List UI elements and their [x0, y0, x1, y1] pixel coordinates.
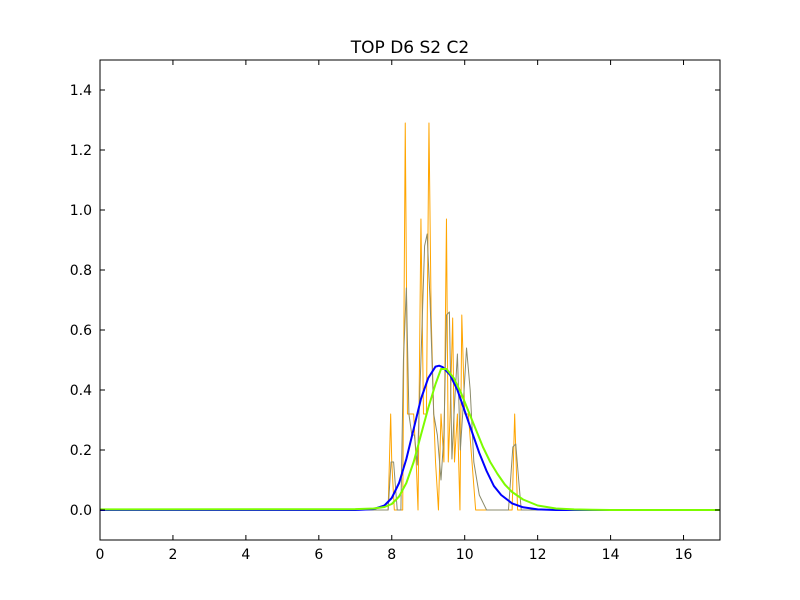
plot-frame: [99, 59, 721, 541]
series-layer: [100, 122, 720, 511]
x-tick-label: 0: [96, 547, 105, 563]
y-tick-label: 1.4: [70, 83, 92, 99]
x-tick-label: 14: [602, 547, 620, 563]
x-tick-label: 6: [314, 547, 323, 563]
y-tick-label: 0.6: [70, 323, 92, 339]
x-tick-label: 12: [529, 547, 547, 563]
y-tick-label: 1.0: [70, 203, 92, 219]
chart-title: TOP D6 S2 C2: [350, 38, 469, 58]
series-line-4: [100, 368, 720, 511]
x-tick-label: 10: [456, 547, 474, 563]
ticks-layer: 0 2 4 6 8 10 12 14 16 0.0 0.2 0.4 0.6 0.8 1.0 1.2 1.4: [70, 60, 720, 563]
y-tick-label: 0.2: [70, 443, 92, 459]
series-line-2: [100, 233, 720, 511]
y-tick-label: 0.0: [70, 503, 92, 519]
x-tick-label: 4: [241, 547, 250, 563]
y-tick-label: 1.2: [70, 143, 92, 159]
y-tick-label: 0.4: [70, 383, 92, 399]
x-tick-label: 16: [675, 547, 693, 563]
x-tick-label: 2: [168, 547, 177, 563]
x-tick-label: 8: [387, 547, 396, 563]
y-tick-label: 0.8: [70, 263, 92, 279]
